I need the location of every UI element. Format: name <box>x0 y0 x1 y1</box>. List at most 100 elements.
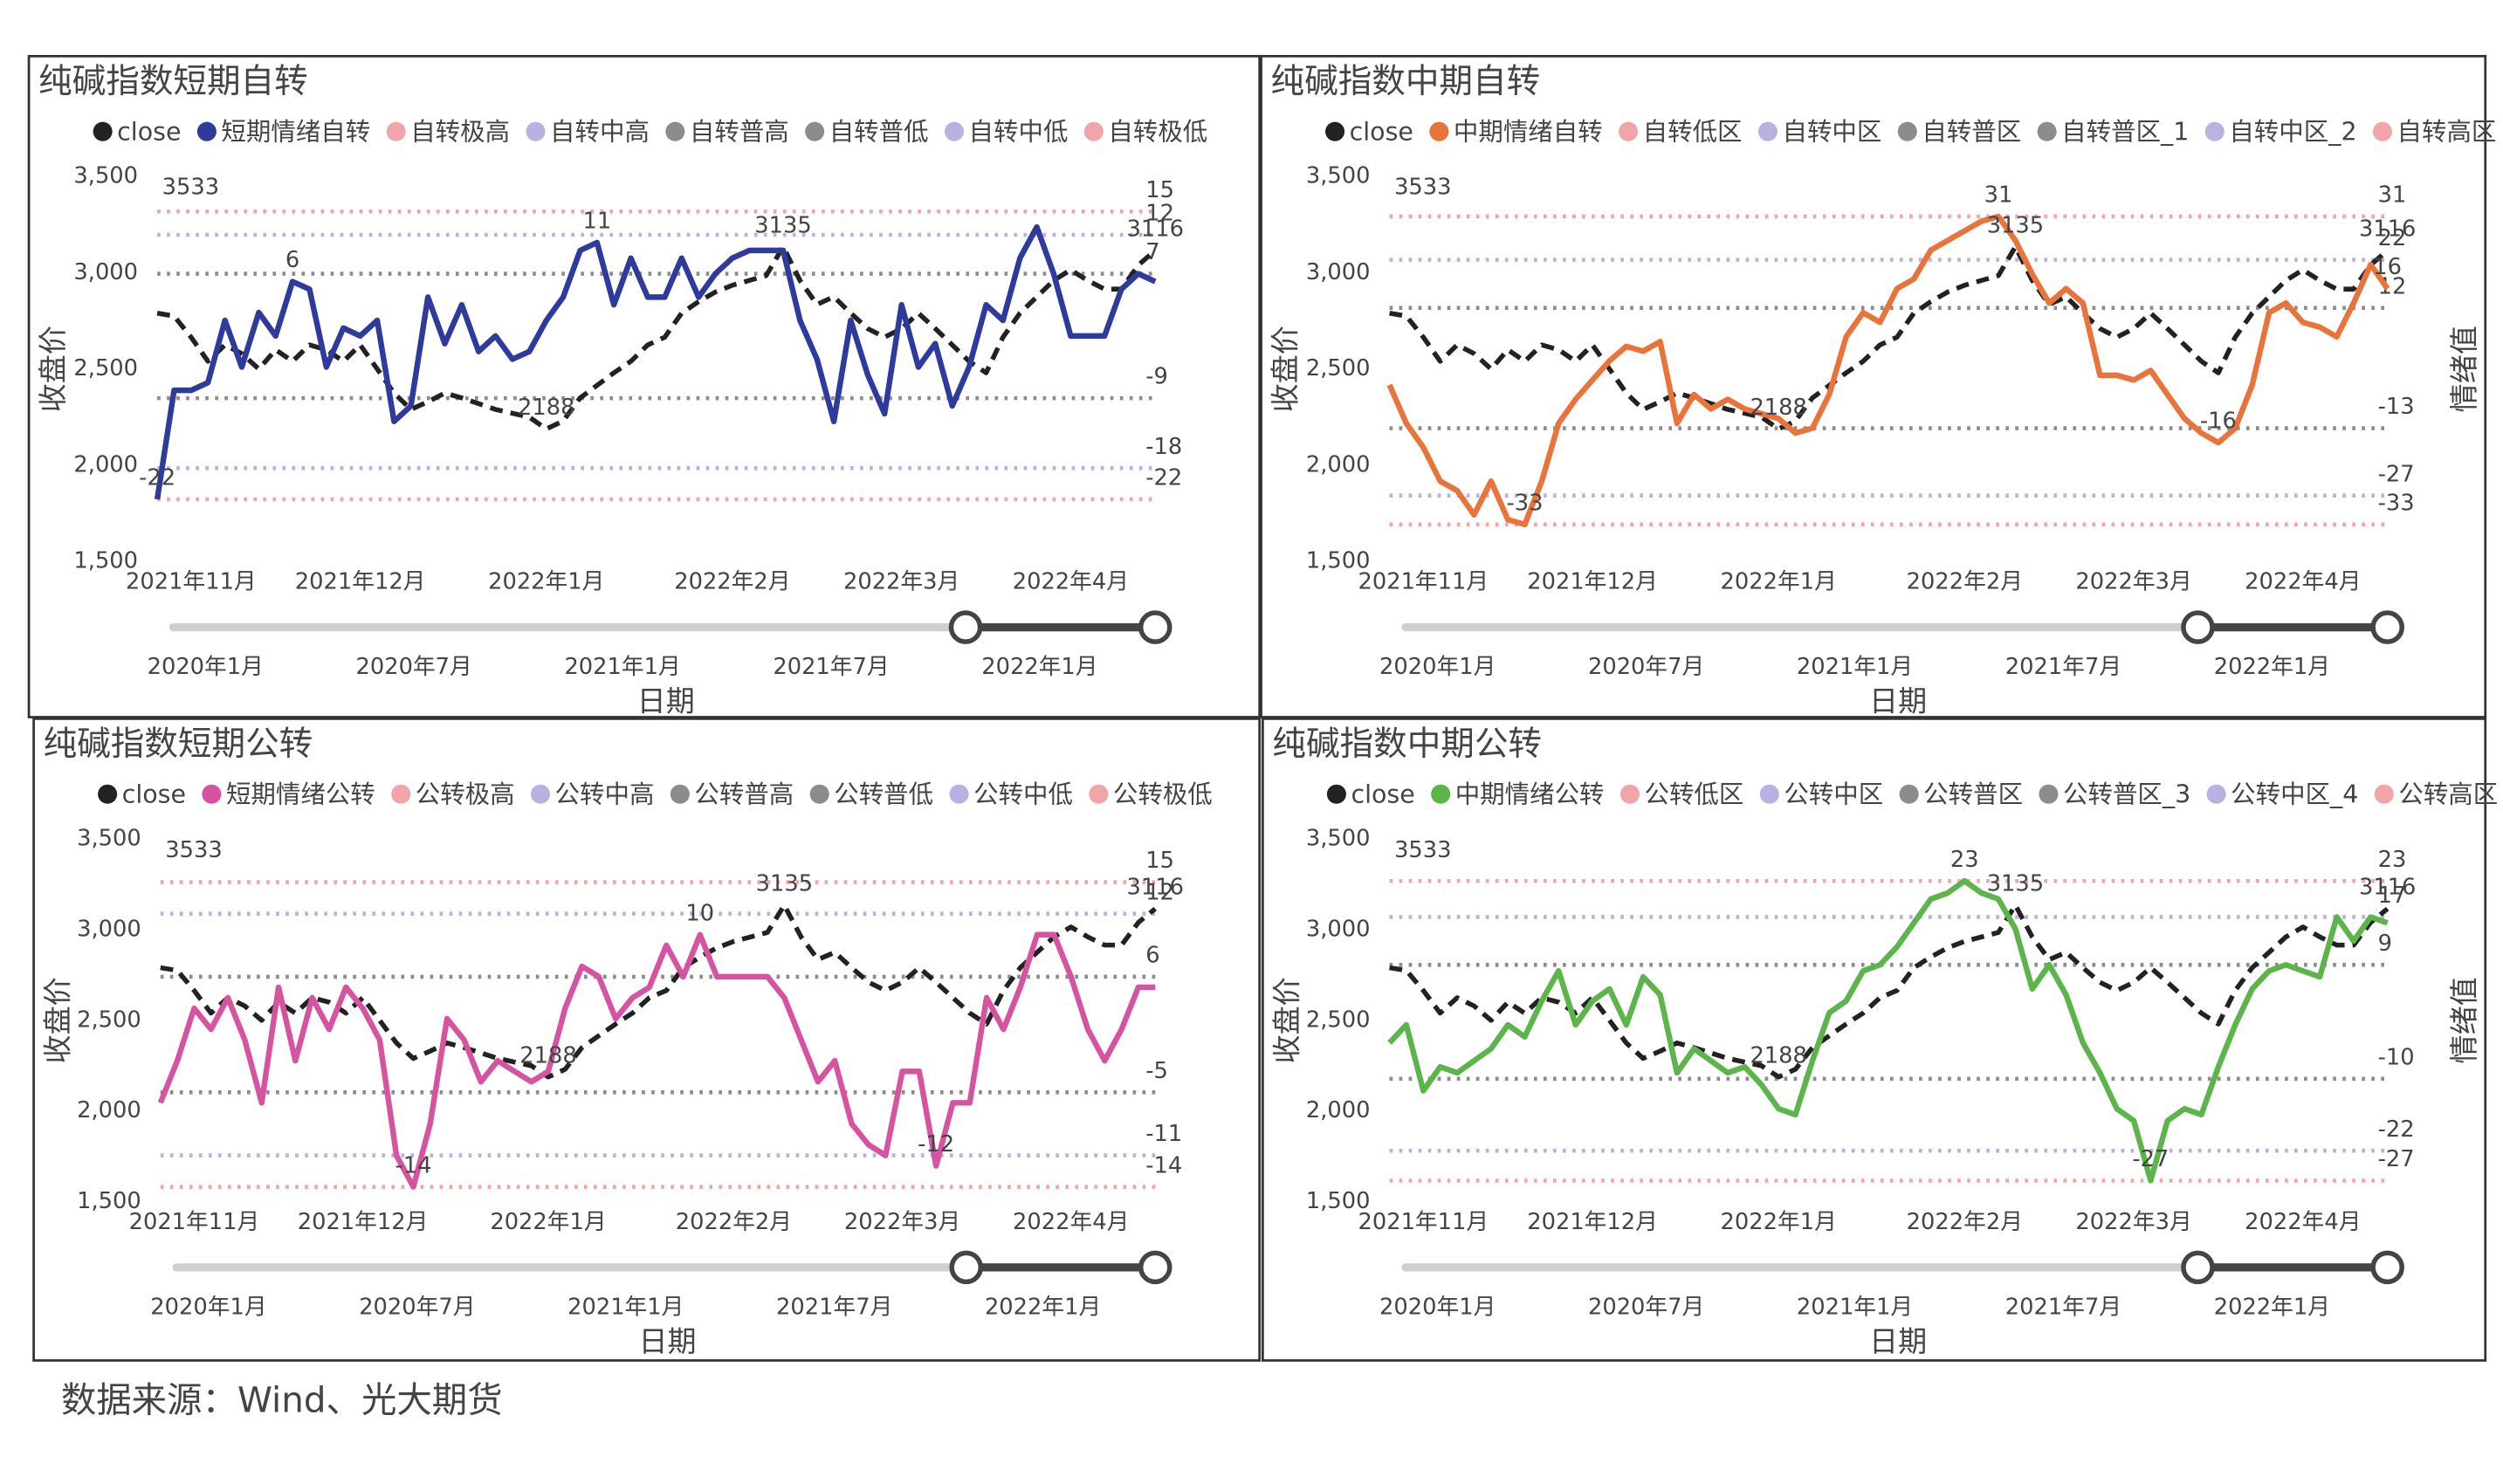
x-tick-label: 2022年1月 <box>1721 569 1837 595</box>
legend-label: 自转中区_2 <box>2229 118 2356 147</box>
legend-marker <box>1897 121 1917 141</box>
slider-handle[interactable] <box>949 1250 984 1285</box>
x-tick-label: 2022年1月 <box>1721 1209 1837 1235</box>
legend-marker <box>2374 784 2394 804</box>
data-label: 3116 <box>2359 216 2416 242</box>
reference-label: 12 <box>1145 879 1174 905</box>
legend-label: close <box>122 780 186 809</box>
reference-label: 7 <box>1145 239 1159 265</box>
panel-frame <box>32 717 1262 1362</box>
legend-marker <box>391 784 411 804</box>
reference-label: -13 <box>2378 394 2415 420</box>
y-tick-label: 1,500 <box>77 1188 141 1214</box>
panel-frame <box>27 54 1262 718</box>
legend-marker <box>1431 784 1451 804</box>
reference-label: -9 <box>1145 364 1168 390</box>
data-label: 3135 <box>754 212 811 238</box>
reference-label: -5 <box>1145 1058 1168 1084</box>
reference-label: 31 <box>2378 182 2407 209</box>
data-label: -22 <box>139 465 175 491</box>
slider-label: 2020年7月 <box>356 654 472 680</box>
y-axis-title: 收盘价 <box>40 977 74 1063</box>
slider-handle[interactable] <box>2181 1250 2215 1285</box>
x-tick-label: 2021年12月 <box>298 1209 429 1235</box>
slider-label: 2021年1月 <box>567 1294 684 1320</box>
x-tick-label: 2022年3月 <box>2075 1209 2191 1235</box>
data-label: 16 <box>2373 254 2402 280</box>
legend-label: 自转高区 <box>2397 118 2497 147</box>
legend-label: 自转低区 <box>1643 118 1743 147</box>
legend-label: 公转普低 <box>834 780 933 809</box>
reference-label: -11 <box>1145 1121 1182 1147</box>
y-tick-label: 2,000 <box>1306 451 1371 477</box>
legend-label: 自转中高 <box>550 118 650 147</box>
legend-marker <box>2204 121 2225 141</box>
legend-label: 公转中区 <box>1784 780 1883 809</box>
sentiment-line <box>154 223 1157 500</box>
y-tick-label: 2,000 <box>77 1097 141 1123</box>
reference-label: 22 <box>2378 225 2407 251</box>
legend-marker <box>1619 121 1639 141</box>
data-label: -16 <box>2200 409 2237 435</box>
data-label: 31 <box>1984 182 2013 209</box>
legend-marker <box>98 784 118 804</box>
data-label: 10 <box>685 900 714 926</box>
x-tick-label: 2022年3月 <box>2075 569 2191 595</box>
slider-label: 2020年1月 <box>1379 654 1496 680</box>
legend-label: 中期情绪自转 <box>1454 118 1603 147</box>
x-tick-label: 2022年4月 <box>2245 569 2361 595</box>
legend-marker <box>2037 121 2057 141</box>
x-tick-label: 2022年3月 <box>843 569 959 595</box>
close-line <box>156 244 1158 432</box>
slider-label: 2021年7月 <box>2005 1294 2121 1320</box>
y-tick-label: 1,500 <box>1306 548 1371 574</box>
reference-label: 12 <box>1145 201 1174 227</box>
y-tick-label: 2,500 <box>77 1007 141 1033</box>
slider-label: 2022年1月 <box>981 654 1097 680</box>
x-tick-label: 2021年11月 <box>1358 1209 1489 1235</box>
slider-handle[interactable] <box>2370 1250 2404 1285</box>
chart-title: 纯碱指数中期自转 <box>1271 62 1541 101</box>
slider-handle[interactable] <box>2181 610 2215 644</box>
data-label: -33 <box>1507 490 1544 516</box>
legend-label: 公转极低 <box>1113 780 1213 809</box>
y-tick-label: 1,500 <box>73 548 138 574</box>
source-note: 数据来源：Wind、光大期货 <box>61 1378 503 1420</box>
data-label: 2188 <box>519 1042 576 1068</box>
slider-label: 2022年1月 <box>2214 654 2330 680</box>
reference-label: -27 <box>2378 461 2415 487</box>
sentiment-line <box>1386 213 2390 528</box>
legend-label: 自转中区 <box>1782 118 1881 147</box>
y-tick-label: 2,500 <box>1306 355 1371 381</box>
slider-handle[interactable] <box>1138 610 1172 644</box>
legend-marker <box>530 784 551 804</box>
x-axis-title: 日期 <box>1869 684 1927 718</box>
slider-handle[interactable] <box>2370 610 2404 644</box>
reference-label: -14 <box>1145 1152 1182 1178</box>
legend-label: 公转高区 <box>2398 780 2498 809</box>
x-tick-label: 2021年11月 <box>129 1209 260 1235</box>
x-tick-label: 2021年11月 <box>1358 569 1489 595</box>
legend-label: 自转普区 <box>1922 118 2021 147</box>
y-tick-label: 3,500 <box>1306 826 1371 852</box>
legend-marker <box>949 784 969 804</box>
slider-handle[interactable] <box>1138 1250 1172 1285</box>
data-label: -12 <box>918 1131 954 1158</box>
y2-axis-title: 情绪值 <box>2447 977 2481 1063</box>
panel-frame <box>1260 54 2487 718</box>
legend-marker <box>202 784 222 804</box>
slider-handle[interactable] <box>948 610 983 644</box>
data-label: 23 <box>1950 847 1979 873</box>
y-axis-title: 收盘价 <box>1268 326 1302 412</box>
x-tick-label: 2022年4月 <box>1013 1209 1129 1235</box>
sentiment-line <box>1387 877 2389 1184</box>
legend-marker <box>805 121 825 141</box>
legend-marker <box>1083 121 1104 141</box>
x-tick-label: 2021年12月 <box>295 569 426 595</box>
annotation: 3533 <box>162 175 219 201</box>
data-label: 3116 <box>1127 216 1184 242</box>
legend-marker <box>93 121 113 141</box>
legend-marker <box>386 121 406 141</box>
reference-label: -22 <box>2378 1116 2415 1143</box>
data-label: 3116 <box>1127 875 1184 901</box>
